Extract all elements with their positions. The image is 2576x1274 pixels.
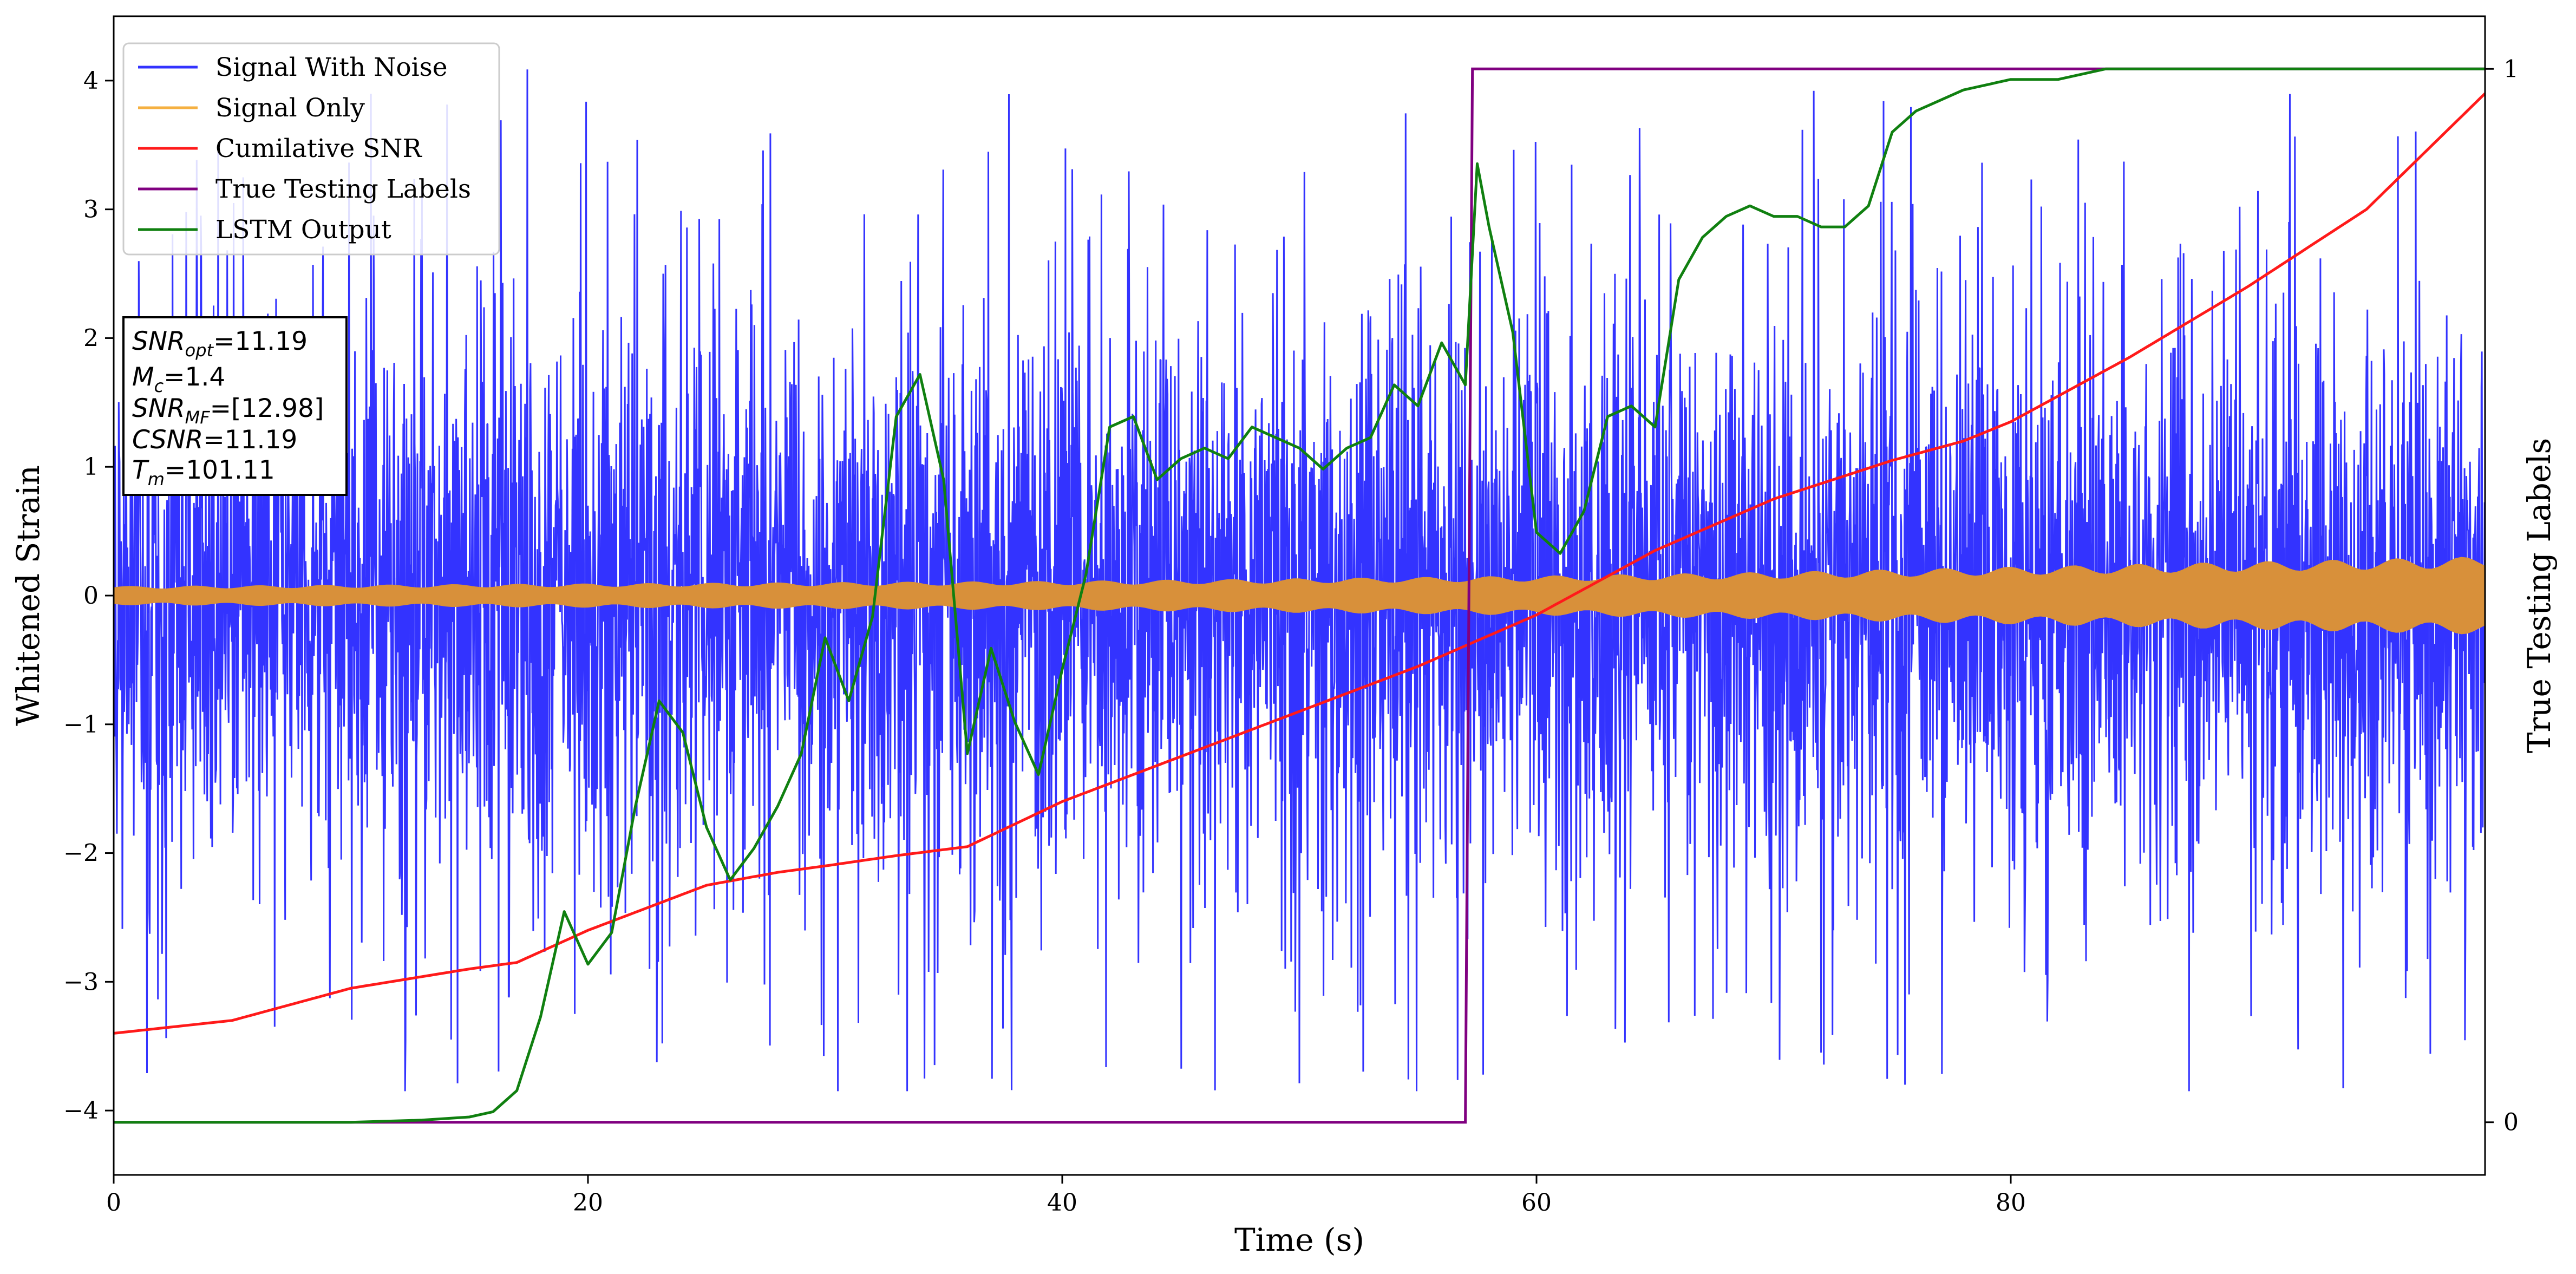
y-axis-title: Whitened Strain — [10, 465, 47, 726]
x-axis-title: Time (s) — [1234, 1221, 1364, 1258]
x-tick-label: 40 — [1047, 1189, 1077, 1217]
x-tick-label: 20 — [573, 1189, 603, 1217]
y2-tick-label: 0 — [2503, 1109, 2519, 1136]
legend: Signal With Noise Signal Only Cumilative… — [122, 42, 500, 256]
y-tick-label: 1 — [83, 453, 99, 481]
y-tick-label: 0 — [83, 582, 99, 610]
y-tick-label: −3 — [63, 968, 99, 996]
series-true-testing-labels — [114, 67, 2485, 1124]
y2-tick-label: 1 — [2503, 55, 2519, 83]
annotation-csnr: CSNR=11.19 — [132, 425, 297, 455]
annotation-snr-opt: SNRopt=11.19 — [132, 326, 308, 361]
annotation-mc: Mc=1.4 — [132, 362, 225, 396]
legend-label-csnr: Cumilative SNR — [215, 134, 422, 164]
annotation-snr-mf: SNRMF=[12.98] — [132, 394, 324, 428]
y-tick-label: 3 — [83, 196, 99, 224]
legend-label-signal: Signal Only — [215, 93, 365, 123]
legend-frame — [122, 42, 500, 256]
annotation-tm: Tm=101.11 — [132, 455, 275, 489]
series-cumilative-snr — [114, 92, 2485, 1035]
legend-label-lstm: LSTM Output — [215, 215, 391, 245]
annotation-box: SNRopt=11.19 Mc=1.4 SNRMF=[12.98] CSNR=1… — [122, 316, 348, 496]
plot-area — [114, 67, 2485, 1124]
legend-label-labels: True Testing Labels — [215, 174, 471, 204]
y-tick-label: 4 — [83, 67, 99, 95]
x-tick-label: 80 — [1996, 1189, 2026, 1217]
y2-axis-title: True Testing Labels — [2521, 438, 2558, 753]
y-tick-label: 2 — [83, 324, 99, 352]
y-tick-label: −1 — [63, 711, 99, 739]
series-lstm-output — [114, 67, 2485, 1124]
series-signal-with-noise — [114, 69, 2485, 1092]
legend-label-noise: Signal With Noise — [215, 53, 448, 82]
annotation-frame — [122, 316, 348, 496]
x-tick-label: 60 — [1521, 1189, 1552, 1217]
y-tick-label: −4 — [63, 1097, 99, 1125]
series-signal-only — [114, 557, 2485, 635]
x-tick-label: 0 — [106, 1189, 121, 1217]
y-tick-label: −2 — [63, 840, 99, 867]
